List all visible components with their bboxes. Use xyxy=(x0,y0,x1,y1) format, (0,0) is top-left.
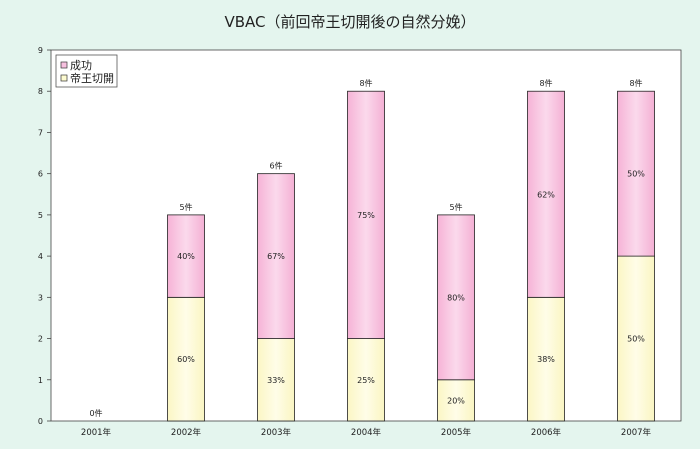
bar-cesarean xyxy=(257,338,295,422)
legend: 成功 帝王切開 xyxy=(55,54,118,88)
bar-cesarean xyxy=(437,379,475,422)
bar-cesarean xyxy=(617,255,655,422)
y-tick-label: 3 xyxy=(38,293,43,302)
bar-success xyxy=(617,90,655,257)
legend-label-success: 成功 xyxy=(70,59,92,72)
data-label: 38% xyxy=(537,355,555,364)
total-label: 8件 xyxy=(359,78,372,88)
x-tick-label: 2005年 xyxy=(441,427,472,438)
y-axis: 0 1 2 3 4 5 6 7 8 9 xyxy=(38,46,51,426)
data-label: 20% xyxy=(447,396,465,405)
data-label: 67% xyxy=(267,252,285,261)
x-tick-label: 2001年 xyxy=(81,427,112,438)
data-label: 40% xyxy=(177,252,195,261)
y-tick-label: 9 xyxy=(38,46,43,55)
x-tick-label: 2003年 xyxy=(261,427,292,438)
legend-swatch-success xyxy=(60,61,68,69)
x-tick-label: 2004年 xyxy=(351,427,382,438)
bar-success xyxy=(527,90,565,298)
bar-cesarean xyxy=(527,296,565,422)
bars: 0件 60% 40% 5件 33% 67% 6件 25% 75% 8件 20% 80% 5件 38% 62%… xyxy=(89,78,655,422)
legend-swatch-cesarean xyxy=(60,74,68,82)
bar-success xyxy=(257,173,295,339)
total-label: 8件 xyxy=(629,78,642,88)
total-label: 8件 xyxy=(539,78,552,88)
x-tick-label: 2006年 xyxy=(531,427,562,438)
data-label: 75% xyxy=(357,211,375,220)
data-label: 60% xyxy=(177,355,195,364)
data-label: 33% xyxy=(267,376,285,385)
legend-box xyxy=(55,54,118,88)
total-label: 0件 xyxy=(89,408,102,418)
chart-title: VBAC（前回帝王切開後の自然分娩） xyxy=(224,13,475,31)
y-tick-label: 4 xyxy=(38,252,43,261)
data-label: 50% xyxy=(627,335,645,344)
y-tick-label: 7 xyxy=(38,128,43,137)
y-tick-label: 5 xyxy=(38,211,43,220)
legend-label-cesarean: 帝王切開 xyxy=(70,71,114,85)
data-label: 50% xyxy=(627,170,645,179)
y-tick-label: 1 xyxy=(38,376,43,385)
data-label: 80% xyxy=(447,293,465,302)
data-label: 62% xyxy=(537,190,555,199)
total-label: 6件 xyxy=(269,161,282,171)
x-tick-label: 2007年 xyxy=(621,427,652,438)
y-tick-label: 6 xyxy=(38,170,43,179)
total-label: 5件 xyxy=(449,202,462,212)
y-tick-label: 2 xyxy=(38,335,43,344)
bar-success xyxy=(167,214,205,298)
bar-cesarean xyxy=(167,296,205,422)
x-tick-label: 2002年 xyxy=(171,427,202,438)
bar-success xyxy=(437,214,475,381)
y-tick-label: 8 xyxy=(38,87,43,96)
x-axis: 2001年 2002年 2003年 2004年 2005年 2006年 2007年 xyxy=(81,427,652,438)
y-tick-label: 0 xyxy=(38,417,43,426)
data-label: 25% xyxy=(357,376,375,385)
bar-success xyxy=(347,90,385,339)
total-label: 5件 xyxy=(179,202,192,212)
